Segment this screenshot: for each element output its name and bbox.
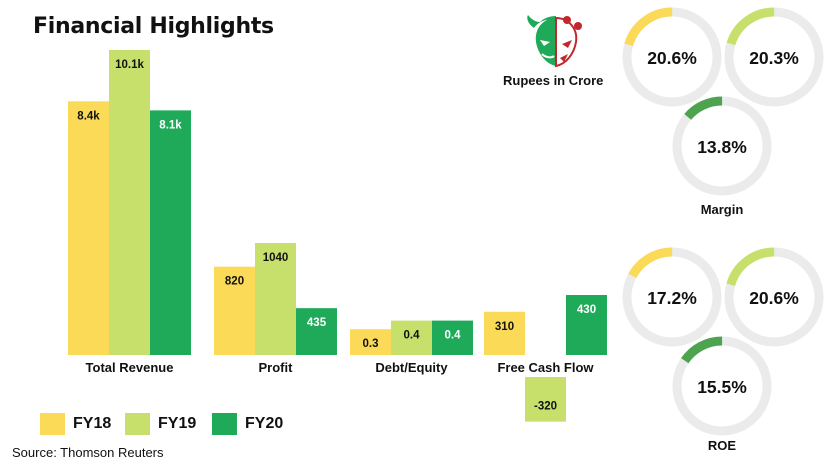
legend-label: FY18 — [73, 415, 112, 432]
legend-item-fy18: FY18 — [40, 413, 111, 435]
bar-value-label: 0.4 — [404, 330, 421, 342]
donut-value-label: 20.3% — [749, 48, 799, 68]
legend-label: FY19 — [158, 415, 197, 432]
donut-value-label: 20.6% — [749, 288, 799, 308]
bar-value-label: 10.1k — [115, 59, 144, 71]
bar-value-label: 435 — [307, 317, 327, 329]
bar-value-label: 820 — [225, 276, 244, 288]
category-label: Total Revenue — [86, 360, 174, 375]
legend-swatch — [40, 413, 65, 435]
source-note: Source: Thomson Reuters — [12, 445, 164, 460]
bar-fy20-1 — [296, 308, 337, 355]
donut-title: ROE — [708, 438, 737, 453]
bar-fy20-3 — [566, 295, 607, 355]
bar-value-label: -320 — [534, 401, 557, 413]
donut-arc-fy20 — [672, 336, 772, 436]
bar-value-label: 8.1k — [159, 119, 182, 131]
unit-label: Rupees in Crore — [503, 73, 604, 88]
donut-value-label: 15.5% — [697, 377, 747, 397]
bar-value-label: 310 — [495, 321, 514, 333]
legend-swatch — [125, 413, 150, 435]
bar-value-label: 1040 — [263, 252, 289, 264]
bar-value-label: 0.4 — [445, 330, 462, 342]
donut-value-label: 17.2% — [647, 288, 697, 308]
legend-item-fy19: FY19 — [125, 413, 196, 435]
bar-fy19-2 — [391, 320, 432, 355]
donut-value-label: 20.6% — [647, 48, 697, 68]
donut-title: Margin — [701, 202, 744, 217]
category-label: Free Cash Flow — [497, 360, 594, 375]
bar-fy19-0 — [109, 49, 150, 355]
legend-swatch — [212, 413, 237, 435]
bull-bear-icon — [527, 15, 582, 68]
bar-fy18-0 — [68, 101, 109, 355]
bar-fy18-3 — [484, 311, 525, 355]
bar-fy19-1 — [255, 242, 296, 355]
donut-arc-fy19 — [724, 247, 824, 347]
chart-title: Financial Highlights — [33, 14, 274, 39]
bar-fy19-3 — [525, 377, 566, 422]
bar-fy20-2 — [432, 320, 473, 355]
bar-fy18-2 — [350, 329, 391, 355]
bar-value-label: 8.4k — [77, 110, 100, 122]
donut-value-label: 13.8% — [697, 137, 747, 157]
bar-fy18-1 — [214, 266, 255, 355]
legend-item-fy20: FY20 — [212, 413, 283, 435]
bar-fy20-0 — [150, 110, 191, 355]
bar-value-label: 430 — [577, 304, 596, 316]
bar-value-label: 0.3 — [363, 338, 379, 350]
category-label: Profit — [259, 360, 294, 375]
category-label: Debt/Equity — [375, 360, 448, 375]
legend-label: FY20 — [245, 415, 284, 432]
